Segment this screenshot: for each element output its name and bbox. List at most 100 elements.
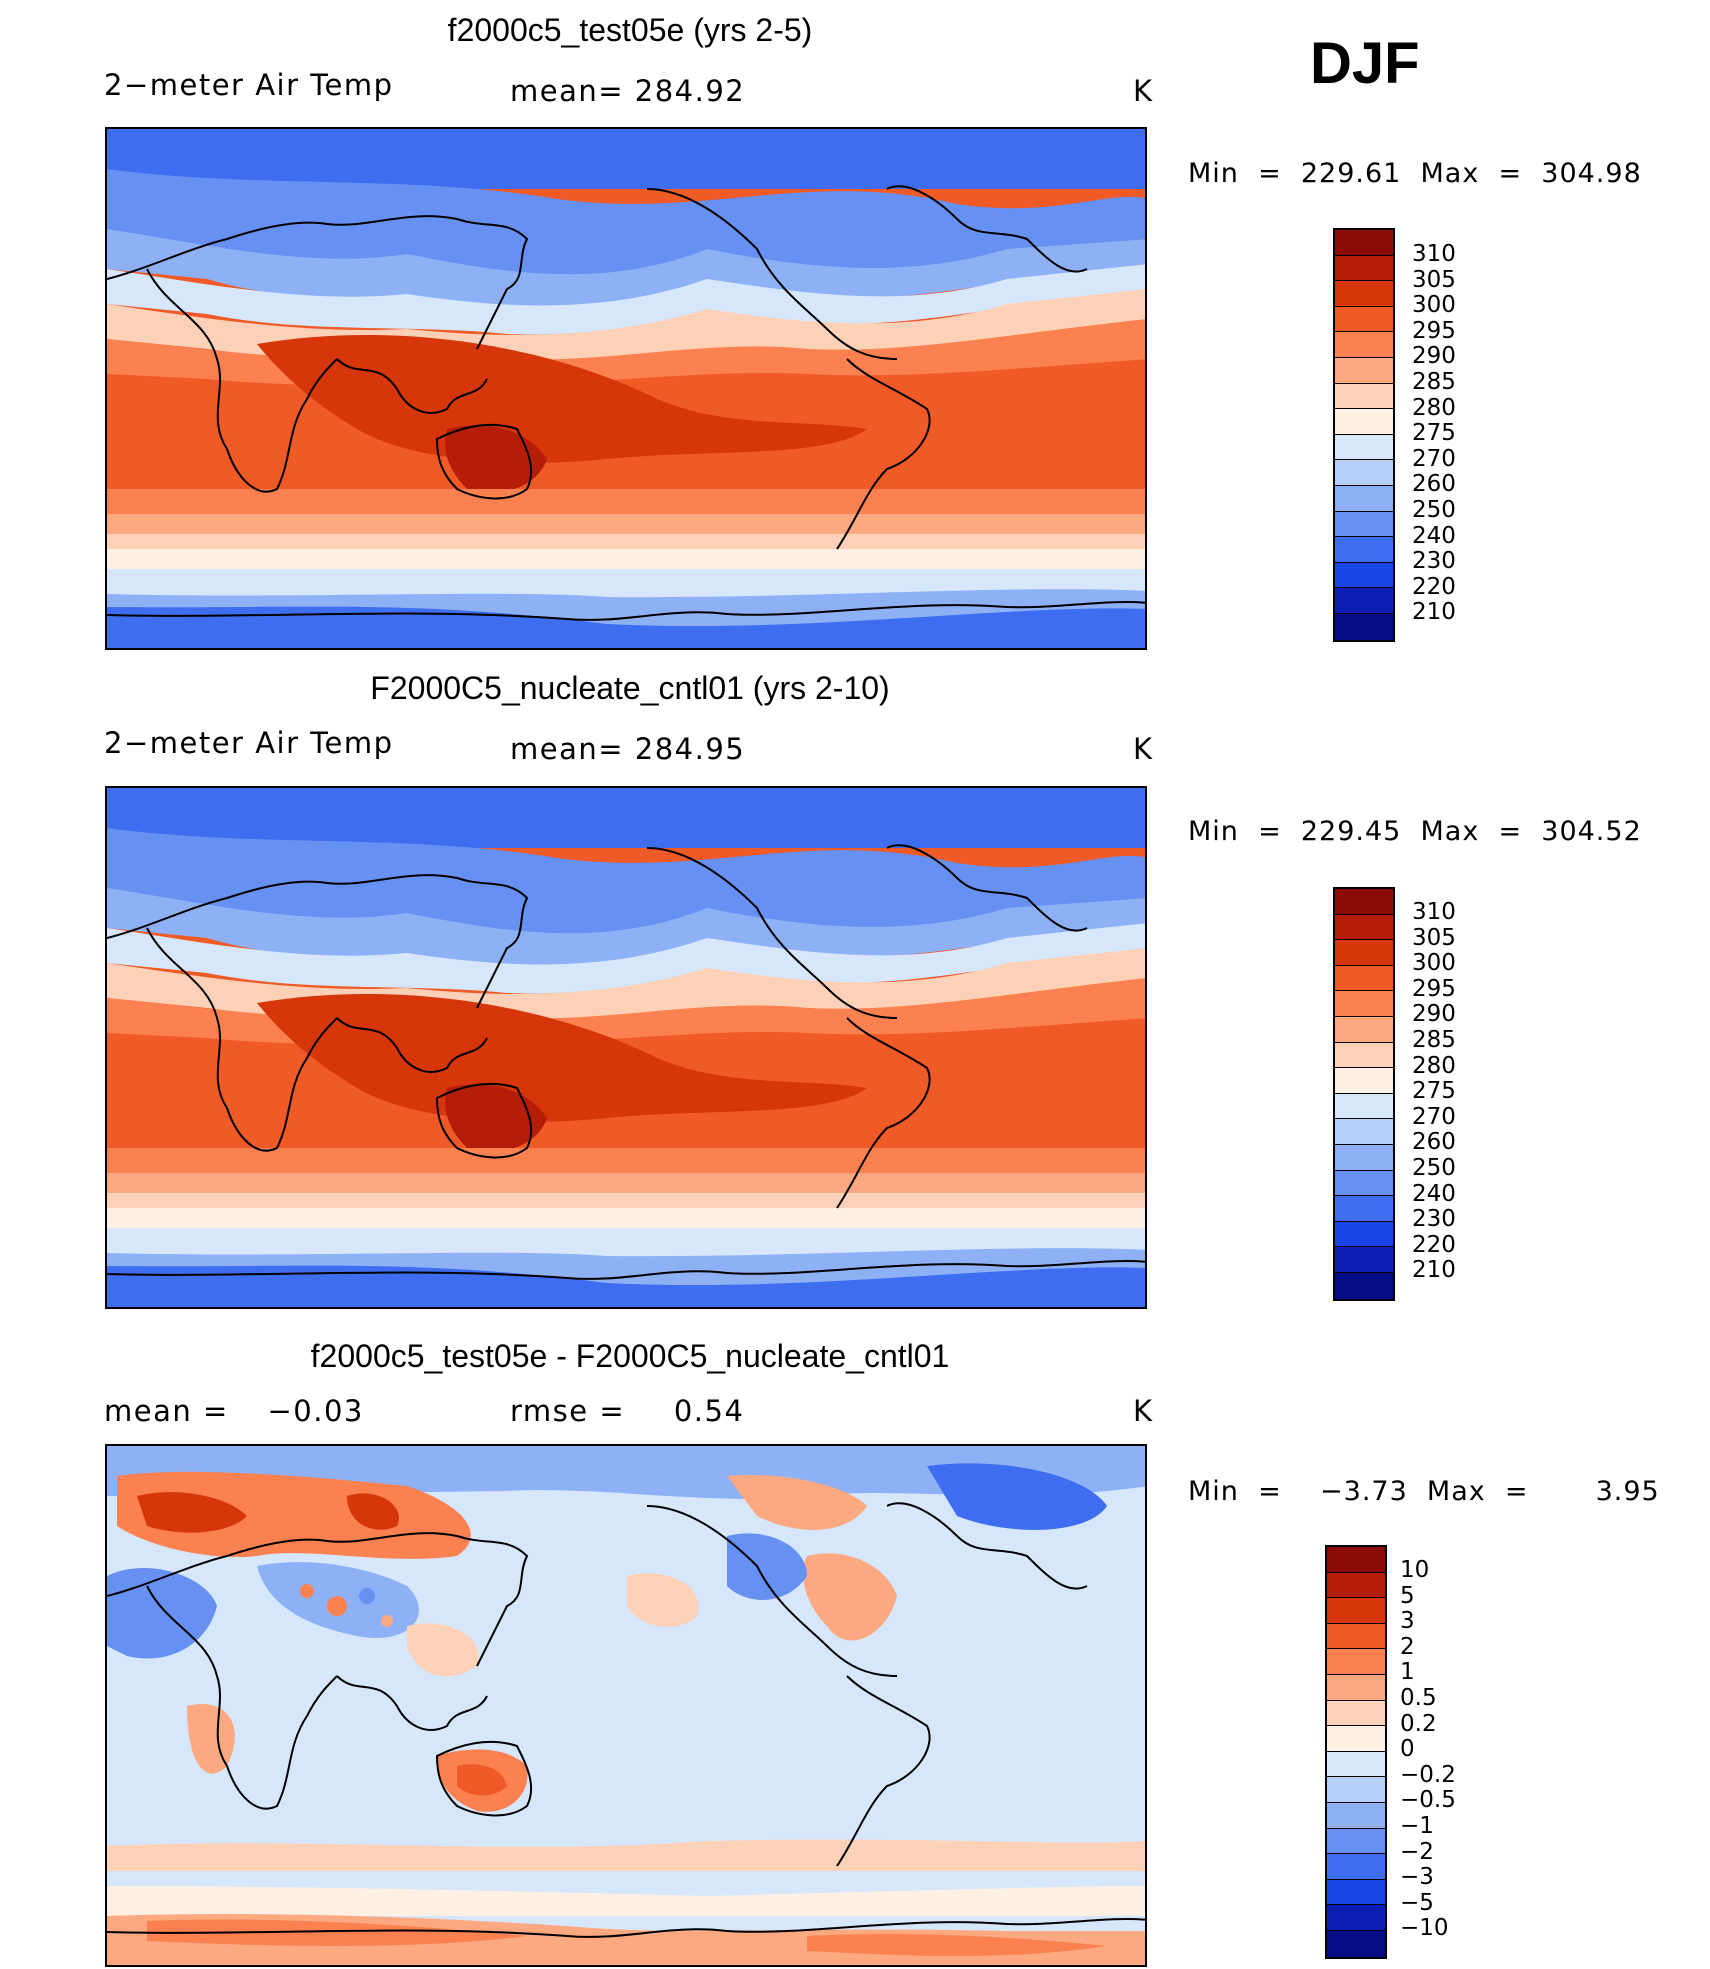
colorbar-swatch [1335,914,1393,941]
colorbar-swatch [1335,357,1393,384]
colorbar-tick-label: 2 [1400,1633,1415,1660]
colorbar-tick-label: −1 [1400,1812,1434,1839]
panel2-colorbar [1333,887,1395,1301]
panel1-map-canvas [107,129,1145,648]
colorbar-tick-label: 250 [1412,1154,1456,1181]
panel3-colorbar-labels: 10 5 3 2 1 0.5 0.2 0 −0.2 −0.5 −1 −2 −3 −5 −10 [1400,1557,1456,1942]
colorbar-swatch [1335,230,1393,256]
panel2-minmax: Min = 229.45 Max = 304.52 [1188,816,1642,847]
colorbar-swatch [1335,1144,1393,1171]
colorbar-swatch [1335,281,1393,307]
colorbar-tick-label: 290 [1412,1001,1456,1028]
colorbar-tick-label: 230 [1412,548,1456,575]
colorbar-tick-label: 295 [1412,317,1456,344]
colorbar-swatch [1335,1042,1393,1069]
colorbar-swatch [1327,1905,1385,1931]
colorbar-swatch [1335,940,1393,966]
colorbar-swatch [1335,255,1393,282]
colorbar-swatch [1327,1777,1385,1803]
colorbar-tick-label: 210 [1412,599,1456,626]
colorbar-swatch [1335,889,1393,915]
panel1-map [105,127,1147,650]
panel1-variable: 2−meter Air Temp [104,68,394,102]
colorbar-swatch [1327,1854,1385,1880]
colorbar-tick-label: 5 [1400,1582,1415,1609]
colorbar-tick-label: −2 [1400,1838,1434,1865]
colorbar-tick-label: −3 [1400,1864,1434,1891]
colorbar-tick-label: 0.5 [1400,1684,1437,1711]
panel3-mean-label: mean = −0.03 [104,1394,364,1428]
colorbar-swatch [1327,1598,1385,1624]
colorbar-tick-label: 240 [1412,1180,1456,1207]
panel2-mean-text: mean= [510,732,625,766]
panel2-title: F2000C5_nucleate_cntl01 (yrs 2-10) [370,670,890,706]
colorbar-swatch [1335,434,1393,461]
colorbar-swatch [1335,537,1393,563]
panel1-colorbar [1333,228,1395,642]
colorbar-tick-label: 230 [1412,1206,1456,1233]
colorbar-swatch [1335,306,1393,333]
colorbar-tick-label: 300 [1412,950,1456,977]
panel3-rmse-label: rmse = 0.54 [510,1394,744,1428]
panel3-mean-text: mean = [104,1394,229,1428]
panel1-minmax: Min = 229.61 Max = 304.98 [1188,158,1642,189]
colorbar-tick-label: 220 [1412,1231,1456,1258]
colorbar-tick-label: 310 [1412,241,1456,267]
panel2-mean-label: mean= 284.95 [510,732,745,766]
colorbar-tick-label: 280 [1412,1052,1456,1079]
colorbar-swatch [1335,460,1393,486]
colorbar-swatch [1335,613,1393,640]
panel3-map-canvas [107,1446,1145,1965]
panel2-map [105,786,1147,1309]
panel3-title: f2000c5_test05e - F2000C5_nucleate_cntl0… [310,1338,950,1374]
colorbar-tick-label: 270 [1412,445,1456,472]
colorbar-swatch [1335,511,1393,538]
colorbar-swatch [1335,332,1393,358]
colorbar-tick-label: 220 [1412,573,1456,600]
colorbar-swatch [1335,1272,1393,1299]
colorbar-swatch [1335,409,1393,435]
panel1-colorbar-labels: 310 305 300 295 290 285 280 275 270 260 250 240 230 2… [1412,241,1456,626]
panel1-title: f2000c5_test05e (yrs 2-5) [447,12,813,48]
colorbar-swatch [1335,588,1393,614]
colorbar-swatch [1335,1247,1393,1273]
panel2-variable: 2−meter Air Temp [104,726,394,760]
colorbar-tick-label: 270 [1412,1103,1456,1130]
colorbar-tick-label: 250 [1412,496,1456,523]
colorbar-swatch [1335,562,1393,589]
panel2-colorbar-labels: 310 305 300 295 290 285 280 275 270 260 250 240 230 2… [1412,899,1456,1284]
colorbar-swatch [1327,1649,1385,1675]
colorbar-tick-label: 260 [1412,471,1456,498]
colorbar-swatch [1327,1802,1385,1829]
season-label: DJF [1310,31,1420,96]
colorbar-tick-label: −0.2 [1400,1761,1456,1788]
colorbar-swatch [1335,991,1393,1017]
colorbar-swatch [1327,1700,1385,1727]
colorbar-tick-label: 210 [1412,1257,1456,1284]
colorbar-swatch [1327,1751,1385,1778]
colorbar-tick-label: 275 [1412,1078,1456,1105]
panel3-minmax: Min = −3.73 Max = 3.95 [1188,1476,1660,1507]
colorbar-tick-label: 275 [1412,420,1456,447]
colorbar-swatch [1327,1547,1385,1573]
panel1-mean-text: mean= [510,74,625,108]
colorbar-swatch [1335,1119,1393,1145]
panel3-mean-value: −0.03 [267,1394,364,1428]
colorbar-tick-label: 290 [1412,343,1456,370]
colorbar-tick-label: 305 [1412,924,1456,951]
colorbar-tick-label: 0.2 [1400,1710,1437,1737]
colorbar-swatch [1335,965,1393,992]
panel3-rmse-value: 0.54 [673,1394,745,1428]
colorbar-swatch [1335,1170,1393,1197]
colorbar-tick-label: 285 [1412,368,1456,395]
panel3-colorbar [1325,1545,1387,1959]
panel2-units: K [1133,732,1154,766]
colorbar-swatch [1335,1196,1393,1222]
colorbar-tick-label: 240 [1412,522,1456,549]
colorbar-tick-label: 280 [1412,394,1456,421]
colorbar-swatch [1327,1674,1385,1701]
colorbar-swatch [1335,1016,1393,1043]
colorbar-tick-label: 285 [1412,1026,1456,1053]
colorbar-tick-label: 10 [1400,1557,1430,1583]
colorbar-swatch [1335,485,1393,512]
